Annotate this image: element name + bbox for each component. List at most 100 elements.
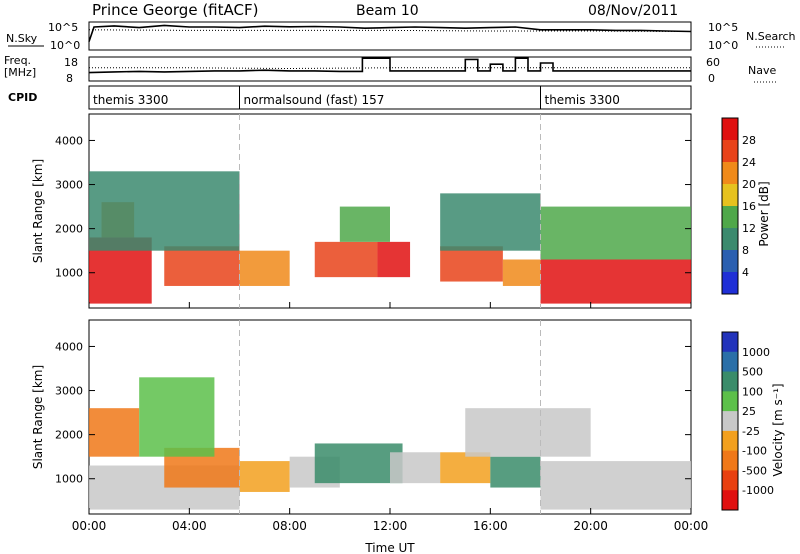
colorbar-tick-6: 28	[742, 134, 756, 147]
data-region-7	[490, 456, 541, 488]
colorbar-tick-0: 4	[742, 266, 749, 279]
freq-left-tick-top: 18	[64, 56, 78, 69]
data-region-5	[377, 241, 411, 278]
x-tick-label-6: 00:00	[674, 519, 709, 533]
data-region-10	[89, 171, 240, 251]
colorbar-tick-2: 12	[742, 222, 756, 235]
power-colorbar-label: Power [dB]	[757, 181, 771, 246]
cpid-segment-0: themis 3300	[93, 93, 168, 107]
data-region-8	[540, 461, 691, 510]
cpid-label: CPID	[8, 91, 37, 104]
data-region-10	[465, 408, 591, 457]
power-ylabel: Slant Range [km]	[31, 159, 45, 263]
colorbar-swatch-5	[722, 430, 738, 452]
colorbar-tick-1: 500	[742, 366, 763, 379]
colorbar-swatch-2	[722, 371, 738, 392]
colorbar-swatch-6	[722, 250, 738, 273]
series-line-0	[88, 24, 692, 42]
freq-right-tick-top: 60	[706, 56, 720, 69]
cpid-panel: CPID themis 3300 normalsound (fast) 157 th…	[8, 85, 692, 110]
data-region-12	[540, 206, 691, 260]
y-tick-label-3: 4000	[55, 340, 83, 353]
colorbar-swatch-0	[722, 118, 738, 141]
y-tick-label-2: 3000	[55, 179, 83, 192]
cpid-segment-2: themis 3300	[545, 93, 620, 107]
colorbar-tick-7: -1000	[742, 484, 774, 497]
colorbar-swatch-1	[722, 140, 738, 163]
series-line-1	[88, 29, 692, 32]
data-region-7	[502, 259, 541, 286]
y-tick-label-0: 1000	[55, 473, 83, 486]
series-line-1	[89, 67, 691, 70]
colorbar-swatch-3	[722, 184, 738, 207]
colorbar-swatch-5	[722, 228, 738, 251]
colorbar-swatch-4	[722, 206, 738, 229]
x-tick-label-4: 16:00	[473, 519, 508, 533]
freq-left-unit: [MHz]	[4, 66, 36, 79]
noise-left-tick-bottom: 10^0	[50, 39, 80, 52]
colorbar-swatch-4	[722, 411, 738, 432]
power-panel: 1000 2000 3000 4000 Slant Range [km] 4 8 12 16…	[31, 113, 771, 309]
colorbar-frame	[721, 331, 739, 511]
colorbar-swatch-7	[722, 470, 738, 491]
data-region-9	[89, 408, 140, 457]
data-region-6	[440, 452, 491, 484]
data-region-4	[314, 241, 378, 278]
noise-left-tick-top: 10^5	[48, 21, 78, 34]
y-tick-label-1: 2000	[55, 429, 83, 442]
data-region-8	[540, 259, 691, 304]
colorbar-frame	[721, 117, 739, 295]
x-tick-label-5: 20:00	[573, 519, 608, 533]
data-region-3	[239, 250, 290, 286]
colorbar-swatch-7	[722, 272, 738, 295]
data-region-11	[139, 377, 215, 457]
colorbar-tick-0: 1000	[742, 346, 770, 359]
data-region-9	[339, 206, 390, 242]
noise-right-tick-bottom: 10^0	[708, 39, 738, 52]
y-tick-label-0: 1000	[55, 267, 83, 280]
velocity-ylabel: Slant Range [km]	[31, 365, 45, 469]
date-title: 08/Nov/2011	[588, 3, 678, 19]
data-region-2	[164, 246, 240, 286]
colorbar-tick-5: 24	[742, 156, 756, 169]
data-region-6	[440, 246, 503, 282]
data-region-2	[239, 461, 290, 492]
colorbar-swatch-6	[722, 450, 738, 471]
y-tick-label-2: 3000	[55, 385, 83, 398]
beam-title: Beam 10	[356, 3, 419, 19]
series-line-0	[88, 57, 691, 74]
data-region-5	[390, 452, 441, 484]
colorbar-tick-4: -25	[742, 425, 760, 438]
x-tick-label-2: 08:00	[272, 519, 307, 533]
colorbar-tick-5: -100	[742, 445, 767, 458]
colorbar-swatch-2	[722, 162, 738, 185]
y-tick-label-3: 4000	[55, 134, 83, 147]
colorbar-swatch-1	[722, 351, 738, 373]
y-tick-label-1: 2000	[55, 223, 83, 236]
noise-panel: N.Sky 10^5 10^0 10^5 10^0 N.Search	[6, 21, 796, 52]
colorbar-swatch-3	[722, 391, 738, 412]
colorbar-tick-3: 25	[742, 405, 756, 418]
data-region-11	[440, 193, 541, 251]
colorbar-tick-1: 8	[742, 244, 749, 257]
noise-left-label: N.Sky	[6, 32, 38, 45]
x-tick-label-0: 00:00	[72, 519, 107, 533]
cpid-segment-1: normalsound (fast) 157	[244, 93, 385, 107]
x-tick-label-1: 04:00	[172, 519, 207, 533]
freq-right-tick-bottom: 0	[708, 72, 715, 85]
x-tick-label-3: 12:00	[373, 519, 408, 533]
colorbar-swatch-0	[722, 332, 738, 353]
x-axis-label: Time UT	[364, 541, 415, 554]
data-region-4	[314, 443, 403, 484]
colorbar-tick-3: 16	[742, 200, 756, 213]
freq-left-tick-bottom: 8	[66, 72, 73, 85]
velocity-colorbar-label: Velocity [m s⁻¹]	[771, 383, 785, 476]
freq-right-label: Nave	[748, 64, 776, 77]
colorbar-tick-6: -500	[742, 464, 767, 477]
colorbar-tick-4: 20	[742, 178, 756, 191]
noise-right-tick-top: 10^5	[708, 21, 738, 34]
frequency-panel: Freq. [MHz] 18 8 60 0 Nave	[4, 54, 778, 85]
colorbar-swatch-8	[722, 490, 738, 511]
station-title: Prince George (fitACF)	[92, 1, 258, 19]
